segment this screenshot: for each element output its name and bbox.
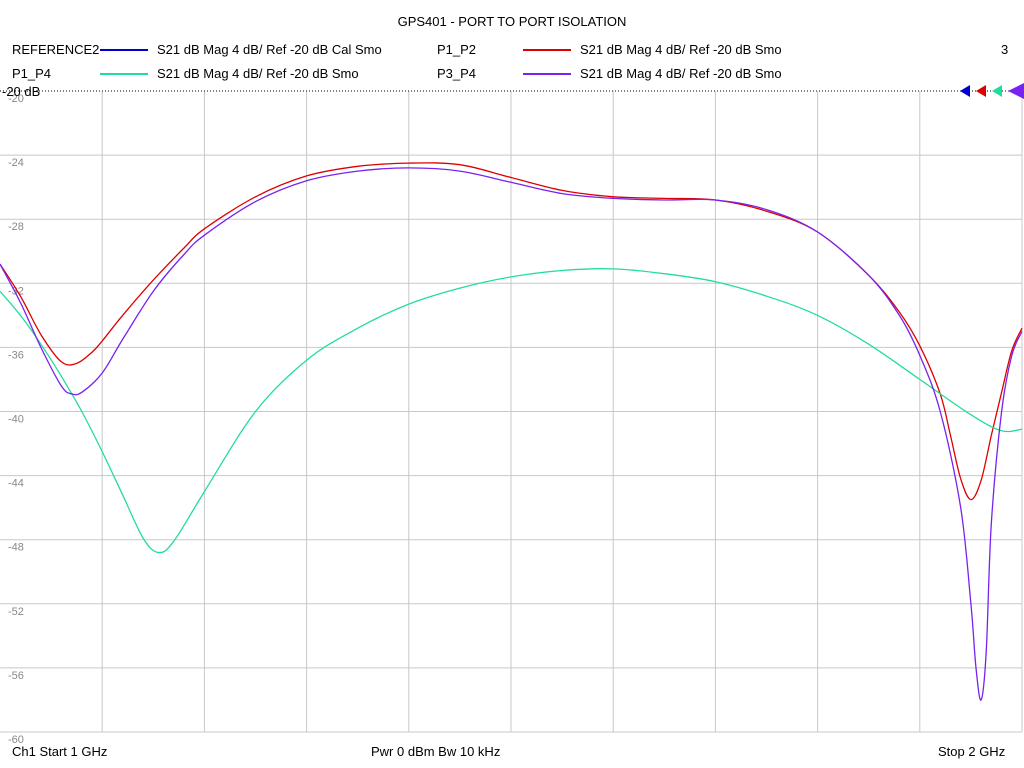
- legend-name-reference2: REFERENCE2: [12, 42, 100, 57]
- legend-name-p1-p2: P1_P2: [437, 42, 477, 57]
- footer-start: Ch1 Start 1 GHz: [12, 744, 108, 759]
- y-tick-label: -56: [8, 670, 24, 682]
- legend-line-p3-p4: [523, 73, 571, 75]
- legend-name-p1-p4: P1_P4: [12, 66, 52, 81]
- y-tick-label: -24: [8, 157, 24, 169]
- marker-count: 3: [1001, 42, 1009, 57]
- y-tick-label: -32: [8, 285, 24, 297]
- reference-marker-p1-p2: [976, 85, 986, 97]
- legend-line-reference2: [100, 49, 148, 51]
- series-line-p1-p4: [0, 268, 1023, 554]
- y-tick-label: -20: [8, 93, 24, 105]
- reference-marker-p3-p4: [1008, 83, 1024, 99]
- footer-stop: Stop 2 GHz: [938, 744, 1006, 759]
- legend-desc-p1-p2: S21 dB Mag 4 dB/ Ref -20 dB Smo: [580, 42, 782, 57]
- reference-level-label: -20 dB: [2, 84, 40, 99]
- y-tick-label: -28: [8, 221, 24, 233]
- legend-desc-p3-p4: S21 dB Mag 4 dB/ Ref -20 dB Smo: [580, 66, 782, 81]
- series-line-p3-p4: [0, 167, 1023, 701]
- chart-title: GPS401 - PORT TO PORT ISOLATION: [397, 14, 627, 29]
- legend-line-p1-p2: [523, 49, 571, 51]
- reference-marker-reference2: [960, 85, 970, 97]
- y-tick-label: -48: [8, 542, 24, 554]
- y-tick-label: -36: [8, 349, 24, 361]
- legend-desc-reference2: S21 dB Mag 4 dB/ Ref -20 dB Cal Smo: [157, 42, 382, 57]
- reference-marker-p1-p4: [992, 85, 1002, 97]
- legend-name-p3-p4: P3_P4: [437, 66, 477, 81]
- series-line-p1-p2: [0, 162, 1023, 501]
- legend-line-p1-p4: [100, 73, 148, 75]
- y-tick-label: -60: [8, 734, 24, 746]
- y-tick-label: -44: [8, 478, 24, 490]
- legend-desc-p1-p4: S21 dB Mag 4 dB/ Ref -20 dB Smo: [157, 66, 359, 81]
- y-tick-label: -52: [8, 606, 24, 618]
- footer-power-bandwidth: Pwr 0 dBm Bw 10 kHz: [371, 744, 501, 759]
- y-tick-label: -40: [8, 414, 24, 426]
